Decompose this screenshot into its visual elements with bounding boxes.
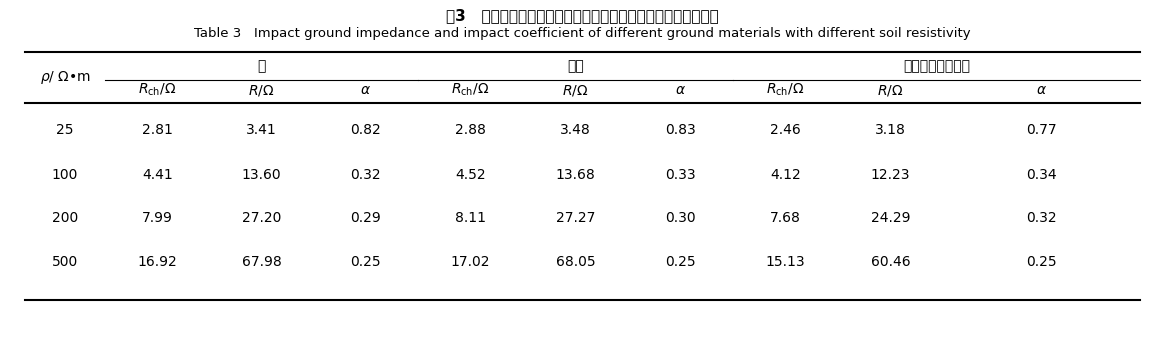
Text: 13.60: 13.60	[242, 168, 282, 182]
Text: 0.32: 0.32	[350, 168, 381, 182]
Text: $\alpha$: $\alpha$	[675, 83, 686, 97]
Text: Table 3   Impact ground impedance and impact coefficient of different ground mat: Table 3 Impact ground impedance and impa…	[193, 28, 971, 40]
Text: $R$/Ω: $R$/Ω	[878, 83, 903, 98]
Text: 67.98: 67.98	[242, 255, 282, 269]
Text: 500: 500	[52, 255, 78, 269]
Text: 3.48: 3.48	[560, 123, 591, 137]
Text: 0.25: 0.25	[1027, 255, 1057, 269]
Text: 2.46: 2.46	[771, 123, 801, 137]
Text: 60.46: 60.46	[871, 255, 910, 269]
Text: 圆钢: 圆钢	[567, 59, 584, 73]
Text: 16.92: 16.92	[137, 255, 177, 269]
Text: $R_{\rm ch}$/Ω: $R_{\rm ch}$/Ω	[139, 82, 177, 98]
Text: 0.25: 0.25	[350, 255, 381, 269]
Text: $R_{\rm ch}$/Ω: $R_{\rm ch}$/Ω	[452, 82, 490, 98]
Text: 3.18: 3.18	[875, 123, 906, 137]
Text: 100: 100	[52, 168, 78, 182]
Text: 0.82: 0.82	[350, 123, 381, 137]
Text: 12.23: 12.23	[871, 168, 910, 182]
Text: 石墨复合接地材料: 石墨复合接地材料	[903, 59, 970, 73]
Text: 4.52: 4.52	[455, 168, 485, 182]
Text: 0.33: 0.33	[665, 168, 696, 182]
Text: 0.32: 0.32	[1027, 211, 1057, 225]
Text: 4.12: 4.12	[771, 168, 801, 182]
Text: 0.34: 0.34	[1027, 168, 1057, 182]
Text: 25: 25	[56, 123, 73, 137]
Text: $R$/Ω: $R$/Ω	[248, 83, 275, 98]
Text: 0.29: 0.29	[350, 211, 381, 225]
Text: 2.81: 2.81	[142, 123, 173, 137]
Text: 17.02: 17.02	[450, 255, 490, 269]
Text: $\rho$/ Ω•m: $\rho$/ Ω•m	[40, 69, 91, 86]
Text: 27.27: 27.27	[556, 211, 595, 225]
Text: 7.68: 7.68	[771, 211, 801, 225]
Text: 24.29: 24.29	[871, 211, 910, 225]
Text: 8.11: 8.11	[455, 211, 487, 225]
Text: 表3   不同土壤电阻率下不同接地材料的冲击接地阻抗及冲击系数: 表3 不同土壤电阻率下不同接地材料的冲击接地阻抗及冲击系数	[446, 8, 718, 23]
Text: 200: 200	[52, 211, 78, 225]
Text: 0.30: 0.30	[665, 211, 696, 225]
Text: 0.25: 0.25	[665, 255, 696, 269]
Text: $\alpha$: $\alpha$	[1036, 83, 1046, 97]
Text: 2.88: 2.88	[455, 123, 485, 137]
Text: 27.20: 27.20	[242, 211, 282, 225]
Text: 0.77: 0.77	[1027, 123, 1057, 137]
Text: 15.13: 15.13	[766, 255, 805, 269]
Text: $R_{\rm ch}$/Ω: $R_{\rm ch}$/Ω	[766, 82, 804, 98]
Text: 13.68: 13.68	[555, 168, 595, 182]
Text: 7.99: 7.99	[142, 211, 173, 225]
Text: 4.41: 4.41	[142, 168, 173, 182]
Text: 68.05: 68.05	[555, 255, 595, 269]
Text: 3.41: 3.41	[246, 123, 277, 137]
Text: $\alpha$: $\alpha$	[360, 83, 371, 97]
Text: 铜: 铜	[257, 59, 265, 73]
Text: $R$/Ω: $R$/Ω	[562, 83, 589, 98]
Text: 0.83: 0.83	[665, 123, 696, 137]
